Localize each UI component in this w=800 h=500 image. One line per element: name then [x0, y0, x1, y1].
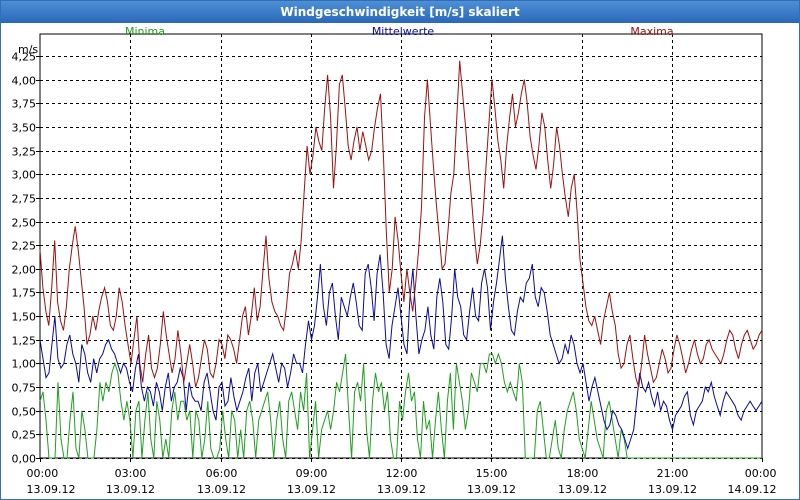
- x-tick-time: 12:00: [386, 467, 418, 480]
- y-tick-label: 0,75: [12, 382, 37, 395]
- y-tick-label: 1,50: [12, 311, 37, 324]
- x-tick-date: 13.09.12: [197, 483, 246, 496]
- wind-speed-chart: 0,00 0,25 0,50 0,75 1,00 1,25 1,50 1,75 2,00 2,25…: [12, 25, 777, 497]
- x-tick-date: 13.09.12: [106, 483, 155, 496]
- x-tick-time: 00:00: [27, 467, 59, 480]
- x-tick-date: 13.09.12: [287, 483, 336, 496]
- x-tick-date: 13.09.12: [467, 483, 516, 496]
- y-tick-label: 0,50: [12, 406, 37, 419]
- y-tick-label: 0,25: [12, 429, 37, 442]
- x-tick-time: 15:00: [476, 467, 508, 480]
- x-tick-time: 06:00: [206, 467, 238, 480]
- y-tick-label: 1,25: [12, 335, 37, 348]
- y-tick-label: 4,25: [12, 51, 37, 64]
- legend-minima: Minima: [125, 25, 165, 38]
- y-tick-label: 2,50: [12, 217, 37, 230]
- x-tick-date: 13.09.12: [27, 483, 76, 496]
- y-tick-label: 1,75: [12, 287, 37, 300]
- x-tick-time: 03:00: [115, 467, 147, 480]
- axis-layer: 0,00 0,25 0,50 0,75 1,00 1,25 1,50 1,75 2,00 2,25…: [12, 51, 777, 497]
- series-layer: [39, 60, 763, 459]
- y-tick-label: 1,00: [12, 358, 37, 371]
- legend-mittelwerte: Mittelwerte: [372, 25, 435, 38]
- y-tick-label: 3,50: [12, 122, 37, 135]
- x-tick-date: 13.09.12: [648, 483, 697, 496]
- y-tick-label: 2,25: [12, 240, 37, 253]
- x-tick-time: 21:00: [657, 467, 689, 480]
- y-tick-label: 3,75: [12, 98, 37, 111]
- x-tick-date: 13.09.12: [558, 483, 607, 496]
- y-tick-label: 2,00: [12, 264, 37, 277]
- series-minima: [39, 352, 762, 459]
- x-tick-time: 18:00: [567, 467, 599, 480]
- series-maxima: [39, 60, 763, 388]
- y-axis-label: m/s: [18, 43, 38, 56]
- y-tick-label: 3,00: [12, 169, 37, 182]
- window-title: Windgeschwindigkeit [m/s] skaliert: [1, 1, 799, 23]
- y-tick-label: 2,75: [12, 193, 37, 206]
- x-tick-time: 09:00: [296, 467, 328, 480]
- y-tick-label: 0,00: [12, 453, 37, 466]
- series-mittelwerte: [39, 235, 763, 451]
- x-tick-time: 00:00: [745, 467, 777, 480]
- x-tick-date: 13.09.12: [377, 483, 426, 496]
- x-tick-date: 14.09.12: [728, 483, 777, 496]
- y-tick-label: 4,00: [12, 75, 37, 88]
- legend-maxima: Maxima: [630, 25, 673, 38]
- y-tick-label: 3,25: [12, 146, 37, 159]
